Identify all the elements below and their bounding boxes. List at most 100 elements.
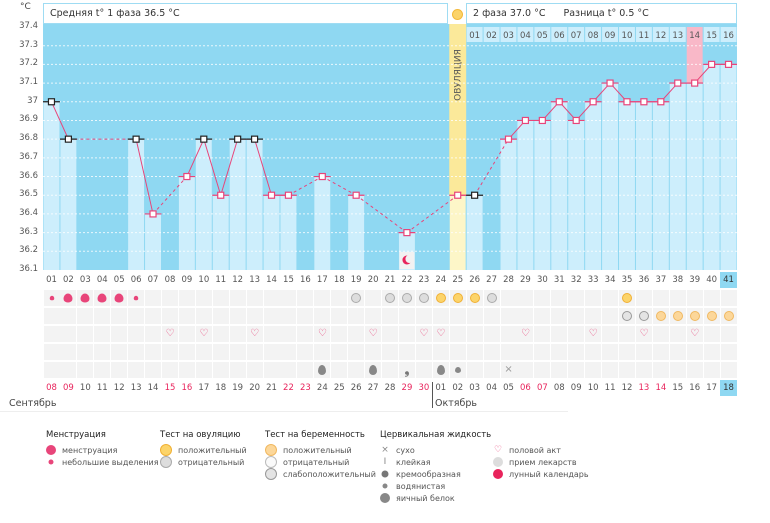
mark-cell[interactable] [432, 326, 449, 342]
mark-cell[interactable] [720, 362, 737, 378]
mark-cell[interactable] [585, 290, 602, 306]
cycle-day-label[interactable]: 15 [283, 275, 294, 285]
mark-cell[interactable] [585, 326, 602, 342]
mark-cell[interactable] [720, 290, 737, 306]
cycle-day-label[interactable]: 11 [215, 275, 227, 285]
date-label[interactable]: 30 [418, 383, 430, 393]
mark-cell[interactable] [382, 326, 399, 342]
mark-cell[interactable] [669, 326, 686, 342]
mark-cell[interactable] [365, 326, 382, 342]
mark-cell[interactable] [297, 362, 314, 378]
mark-cell[interactable] [686, 326, 703, 342]
mark-cell[interactable] [60, 326, 77, 342]
mark-cell[interactable] [619, 326, 635, 342]
mark-cell[interactable] [60, 344, 77, 360]
date-label[interactable]: 01 [435, 383, 447, 393]
mark-cell[interactable] [43, 344, 60, 360]
mark-cell[interactable] [720, 344, 737, 360]
mark-cell[interactable] [602, 308, 619, 324]
cycle-day-label[interactable]: 25 [452, 275, 464, 285]
mark-cell[interactable] [94, 326, 111, 342]
mark-cell[interactable] [195, 308, 212, 324]
mark-cell[interactable] [94, 308, 111, 324]
mark-cell[interactable] [534, 326, 551, 342]
mark-cell[interactable] [161, 362, 178, 378]
mark-cell[interactable] [466, 362, 483, 378]
date-label[interactable]: 14 [655, 383, 667, 393]
mark-cell[interactable] [60, 362, 77, 378]
cycle-day-label[interactable]: 24 [435, 275, 447, 285]
mark-cell[interactable] [483, 326, 500, 342]
cycle-day-label[interactable]: 33 [587, 275, 599, 285]
mark-cell[interactable] [534, 290, 551, 306]
mark-cell[interactable] [348, 344, 365, 360]
mark-cell[interactable] [331, 290, 348, 306]
mark-cell[interactable] [280, 290, 297, 306]
date-label[interactable]: 06 [520, 383, 531, 393]
mark-cell[interactable] [246, 308, 263, 324]
mark-cell[interactable] [585, 308, 602, 324]
date-label[interactable]: 04 [486, 383, 497, 393]
cycle-day-label[interactable]: 16 [299, 275, 311, 285]
date-label[interactable]: 27 [367, 383, 379, 393]
date-label[interactable]: 05 [503, 383, 514, 393]
mark-cell[interactable] [111, 344, 128, 360]
mark-cell[interactable] [534, 344, 551, 360]
mark-cell[interactable] [585, 362, 602, 378]
mark-cell[interactable] [568, 290, 585, 306]
cycle-day-label[interactable]: 06 [130, 275, 142, 285]
mark-cell[interactable] [703, 290, 720, 306]
mark-cell[interactable] [619, 362, 635, 378]
mark-cell[interactable] [398, 344, 415, 360]
mark-cell[interactable] [212, 362, 229, 378]
mark-cell[interactable] [449, 308, 466, 324]
mark-cell[interactable] [432, 308, 449, 324]
mark-cell[interactable] [111, 362, 128, 378]
date-label[interactable]: 20 [249, 383, 261, 393]
mark-cell[interactable] [619, 344, 635, 360]
mark-cell[interactable] [43, 362, 60, 378]
mark-cell[interactable] [669, 290, 686, 306]
date-label[interactable]: 03 [469, 383, 481, 393]
date-label[interactable]: 13 [638, 383, 650, 393]
cycle-day-label[interactable]: 35 [621, 275, 633, 285]
mark-cell[interactable] [635, 290, 652, 306]
date-label[interactable]: 15 [672, 383, 684, 393]
mark-cell[interactable] [551, 308, 568, 324]
mark-cell[interactable] [686, 362, 703, 378]
date-label[interactable]: 17 [706, 383, 718, 393]
mark-cell[interactable] [94, 344, 111, 360]
cycle-day-label[interactable]: 29 [520, 275, 531, 285]
mark-cell[interactable] [517, 290, 534, 306]
mark-cell[interactable] [128, 326, 145, 342]
date-label[interactable]: 14 [147, 383, 159, 393]
date-label[interactable]: 09 [63, 383, 74, 393]
mark-cell[interactable] [297, 344, 314, 360]
mark-cell[interactable] [652, 290, 669, 306]
mark-cell[interactable] [212, 326, 229, 342]
mark-cell[interactable] [195, 326, 212, 342]
mark-cell[interactable] [365, 344, 382, 360]
mark-cell[interactable] [551, 326, 568, 342]
cycle-day-label[interactable]: 23 [418, 275, 430, 285]
mark-cell[interactable] [280, 308, 297, 324]
date-label[interactable]: 16 [181, 383, 193, 393]
cycle-day-label[interactable]: 01 [46, 275, 57, 285]
mark-cell[interactable] [212, 308, 229, 324]
cycle-day-label[interactable]: 20 [367, 275, 379, 285]
mark-cell[interactable] [145, 308, 162, 324]
mark-cell[interactable] [145, 290, 162, 306]
mark-cell[interactable] [331, 362, 348, 378]
date-label[interactable]: 08 [46, 383, 57, 393]
mark-cell[interactable] [398, 326, 415, 342]
mark-cell[interactable] [195, 344, 212, 360]
cycle-day-label[interactable]: 02 [63, 275, 74, 285]
mark-cell[interactable] [551, 290, 568, 306]
mark-cell[interactable] [652, 326, 669, 342]
mark-cell[interactable] [246, 362, 263, 378]
mark-cell[interactable] [568, 308, 585, 324]
date-label[interactable]: 07 [536, 383, 548, 393]
mark-cell[interactable] [178, 362, 195, 378]
mark-cell[interactable] [635, 362, 652, 378]
mark-cell[interactable] [534, 362, 551, 378]
